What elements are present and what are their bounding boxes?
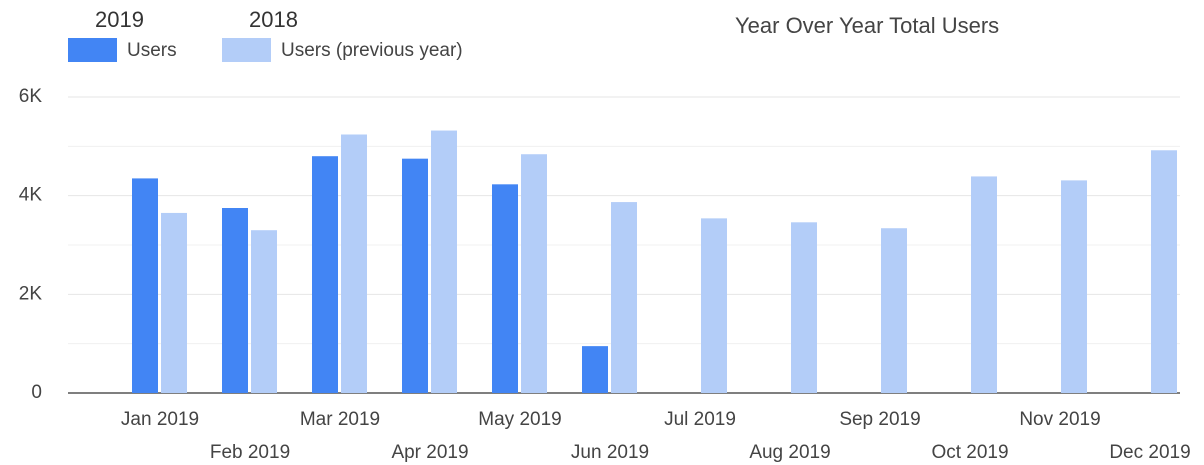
bar xyxy=(161,212,187,393)
x-tick-label: Dec 2019 xyxy=(1109,442,1190,463)
bar xyxy=(341,134,367,393)
chart-title: Year Over Year Total Users xyxy=(735,13,999,38)
bar xyxy=(251,230,277,393)
x-tick-label: Jun 2019 xyxy=(571,442,649,463)
x-tick-label: May 2019 xyxy=(478,409,561,430)
bar xyxy=(222,208,248,393)
bar xyxy=(701,218,727,393)
x-tick-label: Oct 2019 xyxy=(931,442,1008,463)
x-tick-label: Feb 2019 xyxy=(210,442,290,463)
bar xyxy=(521,154,547,393)
bar xyxy=(1061,180,1087,393)
legend-swatch xyxy=(68,38,117,62)
legend-swatch xyxy=(222,38,271,62)
x-tick-label: Aug 2019 xyxy=(749,442,830,463)
legend-period: 2019 xyxy=(95,7,144,32)
bar xyxy=(431,130,457,393)
x-tick-label: Apr 2019 xyxy=(391,442,468,463)
x-tick-label: Jan 2019 xyxy=(121,409,199,430)
legend-label: Users (previous year) xyxy=(281,40,463,61)
bar xyxy=(312,156,338,393)
bar xyxy=(402,158,428,393)
bar xyxy=(132,178,158,393)
legend-period: 2018 xyxy=(249,7,298,32)
y-tick-label: 2K xyxy=(19,283,43,304)
bar xyxy=(791,222,817,393)
bar xyxy=(611,202,637,393)
legend-label: Users xyxy=(127,40,177,61)
bar xyxy=(492,184,518,393)
bar xyxy=(971,176,997,393)
y-tick-label: 0 xyxy=(31,382,42,403)
bar xyxy=(881,228,907,393)
bar xyxy=(1151,150,1177,393)
x-tick-label: Sep 2019 xyxy=(839,409,920,430)
x-tick-label: Mar 2019 xyxy=(300,409,380,430)
y-tick-label: 4K xyxy=(19,185,43,206)
bar xyxy=(582,346,608,393)
x-tick-label: Nov 2019 xyxy=(1019,409,1100,430)
x-tick-label: Jul 2019 xyxy=(664,409,736,430)
y-tick-label: 6K xyxy=(19,86,43,107)
